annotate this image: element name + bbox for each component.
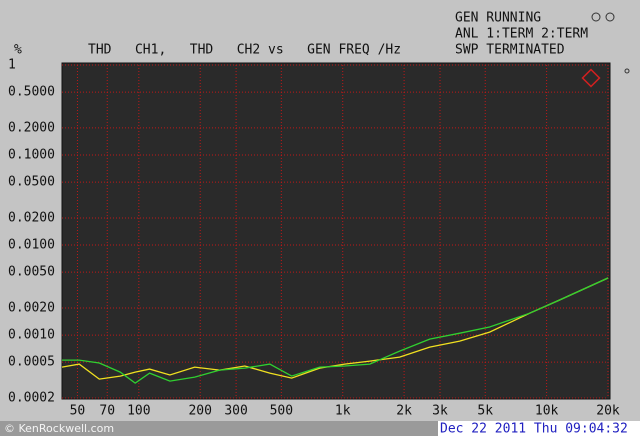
x-tick-label: 50 <box>70 404 86 419</box>
y-tick-label: 0.1000 <box>8 148 55 163</box>
plot-area <box>61 62 611 400</box>
y-tick-label: 1 <box>8 58 16 73</box>
footer-right <box>438 421 640 436</box>
x-tick-label: 1k <box>335 404 351 419</box>
chart-title: THD CH1, THD CH2 vs GEN FREQ /Hz <box>88 43 401 58</box>
y-tick-label: 0.0020 <box>8 300 55 315</box>
top-icons <box>591 12 630 74</box>
y-tick-label: 0.0200 <box>8 210 55 225</box>
footer-left <box>0 421 438 436</box>
x-tick-label: 2k <box>396 404 412 419</box>
logo <box>581 68 601 88</box>
x-tick-label: 200 <box>188 404 211 419</box>
y-tick-label: 0.0050 <box>8 265 55 280</box>
y-tick-label: 0.0005 <box>8 355 55 370</box>
x-tick-label: 20k <box>596 404 620 419</box>
x-tick-label: 300 <box>224 404 247 419</box>
status-line: ANL 1:TERM 2:TERM <box>455 27 588 42</box>
x-tick-label: 10k <box>535 404 559 419</box>
x-tick-label: 500 <box>270 404 293 419</box>
y-tick-label: 0.0010 <box>8 328 55 343</box>
x-tick-label: 3k <box>432 404 448 419</box>
y-tick-label: 0.0500 <box>8 175 55 190</box>
series-line <box>61 277 609 380</box>
x-tick-label: 5k <box>477 404 493 419</box>
timestamp: Dec 22 2011 Thu 09:04:32 <box>440 422 628 436</box>
y-tick-label: 0.0100 <box>8 238 55 253</box>
status-line: SWP TERMINATED <box>455 43 565 58</box>
x-tick-label: 70 <box>99 404 115 419</box>
status-line: GEN RUNNING <box>455 11 541 26</box>
y-tick-label: 0.5000 <box>8 85 55 100</box>
watermark: © KenRockwell.com <box>4 422 114 435</box>
x-tick-label: 100 <box>127 404 150 419</box>
series-line <box>62 277 609 384</box>
y-tick-label: 0.2000 <box>8 120 55 135</box>
y-unit: % <box>14 43 22 58</box>
y-tick-label: 0.0002 <box>8 391 55 406</box>
